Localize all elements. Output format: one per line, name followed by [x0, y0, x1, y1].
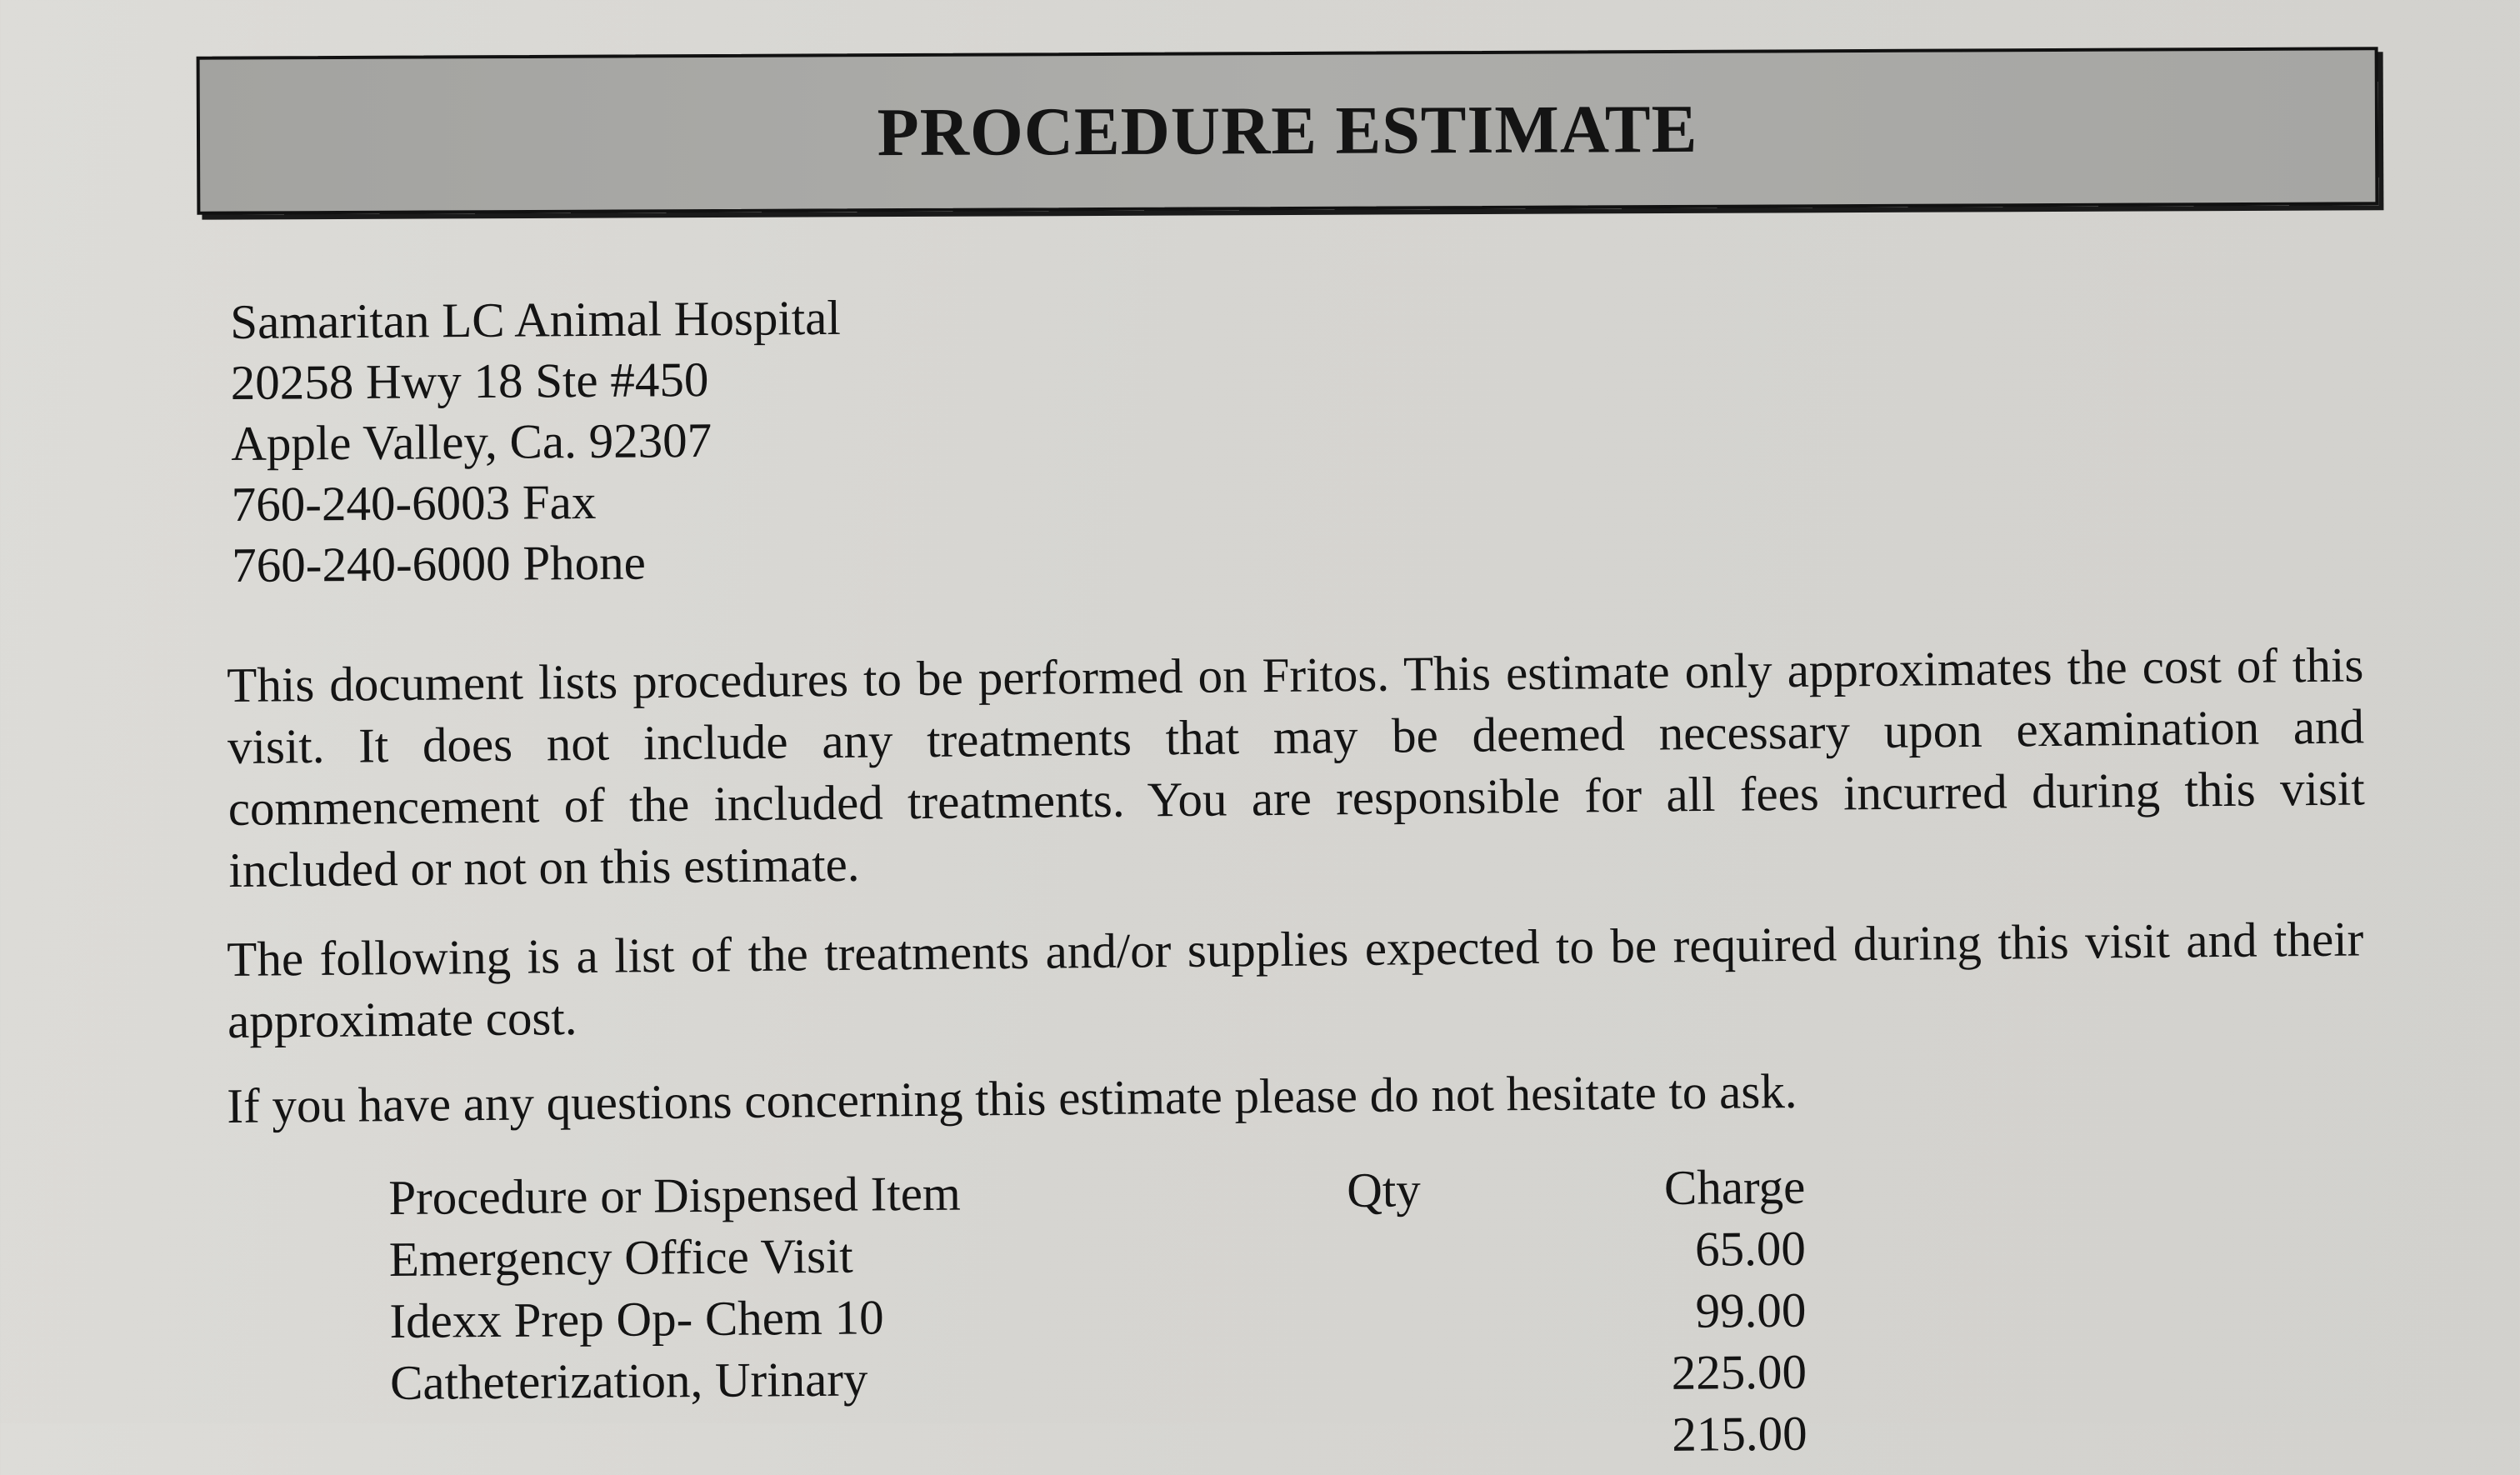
phone-number: 760-240-6000 Phone	[232, 534, 647, 592]
item-name: Idexx Prep Op- Chem 10	[389, 1289, 884, 1348]
document-title: PROCEDURE ESTIMATE	[877, 90, 1698, 171]
item-name: Emergency Office Visit	[388, 1228, 853, 1287]
street-address: 20258 Hwy 18 Ste #450	[230, 351, 709, 410]
item-charge: 65.00	[1694, 1220, 1807, 1277]
header-qty: Qty	[1346, 1162, 1422, 1218]
table-header: Procedure or Dispensed Item Qty Charge	[388, 1156, 1806, 1228]
city-state-zip: Apple Valley, Ca. 92307	[231, 412, 712, 471]
item-qty	[1348, 1342, 1558, 1406]
estimate-table: Procedure or Dispensed Item Qty Charge E…	[388, 1156, 1808, 1475]
item-charge: 215.00	[1672, 1405, 1808, 1462]
header-item: Procedure or Dispensed Item	[388, 1165, 962, 1225]
table-row: Emergency Office Visit 65.00	[389, 1218, 1807, 1290]
questions-paragraph: If you have any questions concerning thi…	[227, 1062, 1798, 1133]
table-row-partial: 215.00	[390, 1402, 1808, 1475]
item-qty	[1348, 1404, 1558, 1468]
item-charge: 99.00	[1695, 1282, 1807, 1338]
title-banner: PROCEDURE ESTIMATE	[196, 47, 2379, 215]
hospital-address: Samaritan LC Animal Hospital 20258 Hwy 1…	[230, 288, 842, 596]
item-charge: 225.00	[1671, 1343, 1808, 1400]
item-name	[390, 1406, 1349, 1475]
intro-paragraph: This document lists procedures to be per…	[227, 637, 2365, 898]
hospital-name: Samaritan LC Animal Hospital	[230, 289, 841, 349]
fax-number: 760-240-6003 Fax	[231, 473, 597, 532]
table-row: Idexx Prep Op- Chem 10 99.00	[389, 1279, 1807, 1352]
item-name: Catheterization, Urinary	[389, 1351, 868, 1410]
item-qty	[1348, 1281, 1557, 1344]
item-qty	[1348, 1219, 1557, 1282]
list-paragraph: The following is a list of the treatment…	[227, 911, 2364, 1048]
header-charge: Charge	[1663, 1158, 1806, 1215]
table-row: Catheterization, Urinary 225.00	[390, 1341, 1808, 1413]
